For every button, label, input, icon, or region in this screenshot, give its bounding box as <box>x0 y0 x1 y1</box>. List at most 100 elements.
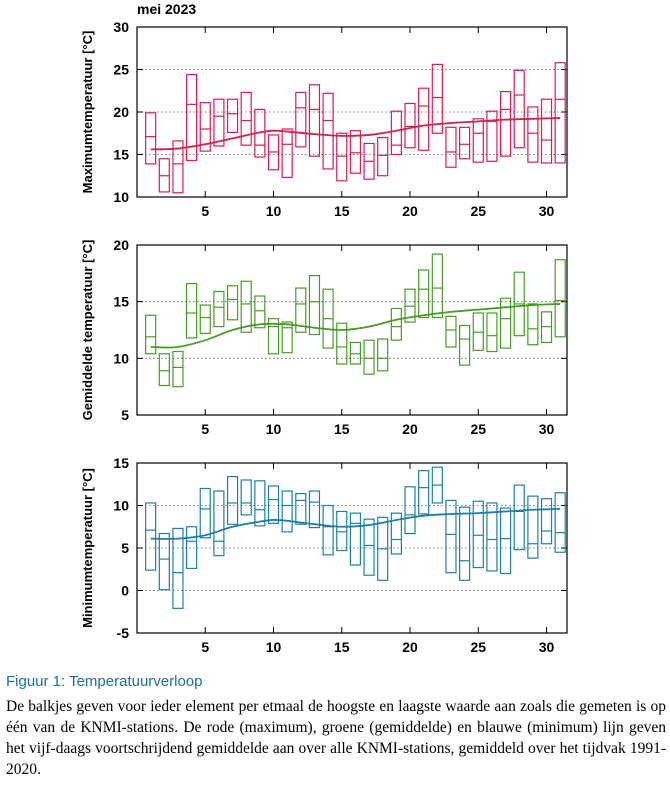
range-bar <box>267 318 280 355</box>
range-bar <box>486 502 498 572</box>
range-bar <box>459 506 471 581</box>
temperature-charts: mei 2023 10 15 20 25 30 5 10 15 20 25 30 Maximumtem… <box>80 1 568 655</box>
x-tick-label: 5 <box>201 421 209 437</box>
x-tick-label: 5 <box>201 639 209 655</box>
range-bar <box>445 315 457 348</box>
figure-caption-title: Figuur 1: Temperatuurverloop <box>6 673 203 690</box>
range-bar <box>540 98 553 164</box>
range-bar <box>459 126 471 160</box>
range-bar <box>390 512 402 555</box>
range-bar <box>472 500 484 569</box>
range-bar <box>390 307 402 341</box>
figure-caption-text: De balkjes geven voor ieder element per … <box>6 698 666 778</box>
range-bar <box>554 259 566 338</box>
range-bar <box>240 91 252 146</box>
range-bar <box>418 470 430 515</box>
y-axis-label: Maximumtemperatuur [°C] <box>80 31 95 194</box>
range-bar <box>213 98 225 147</box>
y-tick-label: 0 <box>121 583 129 599</box>
range-bar <box>186 282 198 339</box>
range-bar <box>308 84 321 157</box>
y-axis-label: Gemiddelde temperatuur [°C] <box>80 240 95 421</box>
x-tick-label: 10 <box>266 421 282 437</box>
range-bar <box>186 73 198 162</box>
x-tick-label: 5 <box>201 203 209 219</box>
y-axis-label: Minimumtemperatuur [°C] <box>80 468 95 628</box>
y-tick-label: -5 <box>117 625 130 641</box>
range-bar <box>486 110 498 162</box>
range-bar <box>554 492 566 553</box>
x-tick-label: 25 <box>470 203 486 219</box>
range-bar <box>363 518 375 576</box>
range-bar <box>172 140 184 194</box>
y-tick-label: 30 <box>113 19 129 35</box>
x-tick-label: 20 <box>402 639 418 655</box>
range-bar <box>213 490 225 557</box>
range-bar <box>404 102 416 149</box>
x-tick-label: 15 <box>334 421 350 437</box>
range-bar <box>158 532 170 591</box>
range-bar <box>349 512 362 566</box>
x-tick-label: 20 <box>402 421 418 437</box>
range-bar <box>363 339 375 375</box>
five-day-average-line <box>150 303 561 349</box>
x-tick-label: 30 <box>539 421 555 437</box>
range-bar <box>513 484 525 551</box>
range-bar <box>418 87 430 151</box>
y-tick-label: 15 <box>113 147 129 163</box>
range-bar <box>527 106 539 163</box>
range-bar <box>199 487 211 539</box>
range-bar <box>240 479 252 516</box>
range-bar <box>349 130 362 174</box>
range-bar <box>199 304 211 335</box>
range-bar <box>322 92 334 170</box>
range-bar <box>377 136 389 177</box>
range-bar <box>145 502 157 571</box>
y-tick-label: 5 <box>121 407 129 423</box>
x-tick-label: 25 <box>470 421 486 437</box>
range-bar <box>186 526 198 570</box>
y-tick-label: 20 <box>113 237 129 253</box>
range-bar <box>377 338 389 372</box>
range-bar <box>308 275 321 336</box>
range-bar <box>431 63 443 134</box>
range-bar <box>499 507 512 575</box>
five-day-average-line <box>150 117 561 151</box>
x-tick-label: 20 <box>402 203 418 219</box>
y-tick-label: 25 <box>113 62 129 78</box>
range-bar <box>172 350 184 388</box>
range-bar <box>226 285 239 321</box>
y-tick-label: 10 <box>113 189 129 205</box>
range-bar <box>145 112 157 165</box>
page-title: mei 2023 <box>137 1 196 17</box>
range-bar <box>322 504 334 556</box>
range-bar <box>295 91 307 148</box>
range-bar <box>172 527 184 609</box>
max-temperature-panel: 10 15 20 25 30 5 10 15 20 25 30 Maximumtemperatuur … <box>80 19 568 219</box>
range-bar <box>336 132 348 182</box>
range-bar <box>499 90 512 157</box>
y-tick-label: 5 <box>121 540 129 556</box>
range-bar <box>308 490 321 529</box>
range-bar <box>445 499 457 574</box>
range-bar <box>281 321 293 354</box>
range-bar <box>336 510 348 552</box>
x-tick-label: 25 <box>470 639 486 655</box>
x-tick-label: 10 <box>266 639 282 655</box>
mean-temperature-panel: 5 10 15 20 5 10 15 20 25 30 Gemiddelde temperatuur… <box>80 237 568 437</box>
range-bar <box>418 269 430 319</box>
range-bar <box>472 118 484 163</box>
range-bar <box>254 295 266 329</box>
range-bar <box>158 353 170 387</box>
x-tick-label: 15 <box>334 639 350 655</box>
range-bar <box>459 324 471 366</box>
range-bar <box>431 253 443 319</box>
range-bar <box>513 69 525 149</box>
five-day-average-line <box>150 508 561 540</box>
y-tick-label: 15 <box>113 455 129 471</box>
range-bar <box>486 312 498 353</box>
x-tick-label: 15 <box>334 203 350 219</box>
min-temperature-panel: -5 0 5 10 15 5 10 15 20 25 30 Minimumtemperatuur [°… <box>80 455 568 655</box>
range-bar <box>295 493 307 525</box>
range-bar <box>281 490 293 533</box>
